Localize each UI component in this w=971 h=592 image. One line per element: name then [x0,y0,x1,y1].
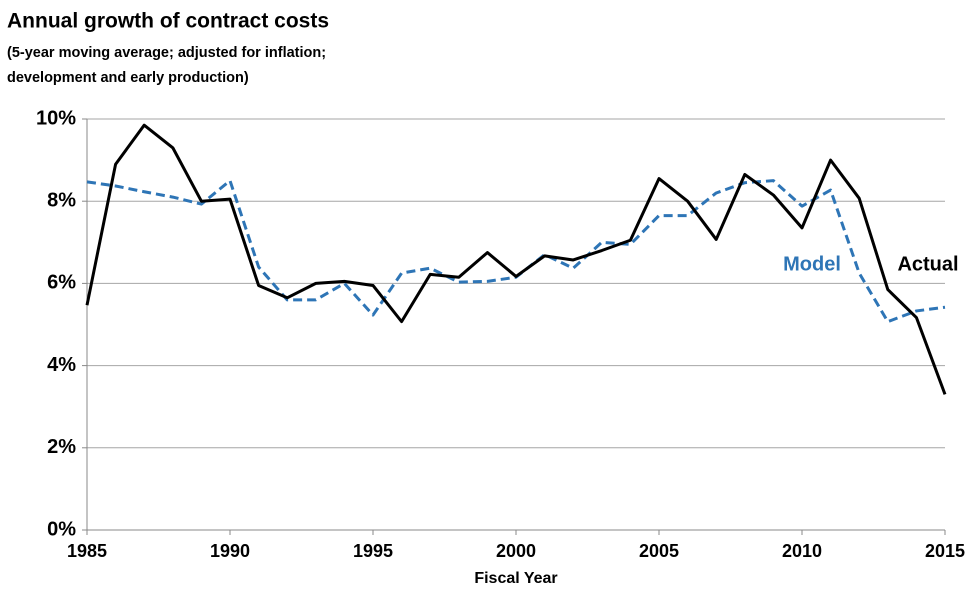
x-tick-label: 2010 [782,541,822,561]
x-tick-label: 2000 [496,541,536,561]
y-tick-label: 10% [36,107,76,129]
legend-label: Model [783,253,841,275]
line-series [85,123,947,395]
y-tick-label: 8% [47,189,76,211]
x-tick-label: 1985 [67,541,107,561]
x-axis-label: Fiscal Year [474,570,557,587]
x-tick-label: 2005 [639,541,679,561]
line-series [86,179,946,324]
y-tick-label: 6% [47,272,76,294]
y-tick-label: 0% [47,518,76,540]
x-tick-label: 1995 [353,541,393,561]
y-tick-label: 2% [47,436,76,458]
chart-subtitle: development and early production) [7,70,249,86]
x-tick-label: 1990 [210,541,250,561]
legend-label: Actual [897,253,958,275]
y-tick-label: 4% [47,354,76,376]
chart-title: Annual growth of contract costs [7,10,329,33]
chart-subtitle: (5-year moving average; adjusted for inf… [7,45,326,61]
x-tick-label: 2015 [925,541,965,561]
